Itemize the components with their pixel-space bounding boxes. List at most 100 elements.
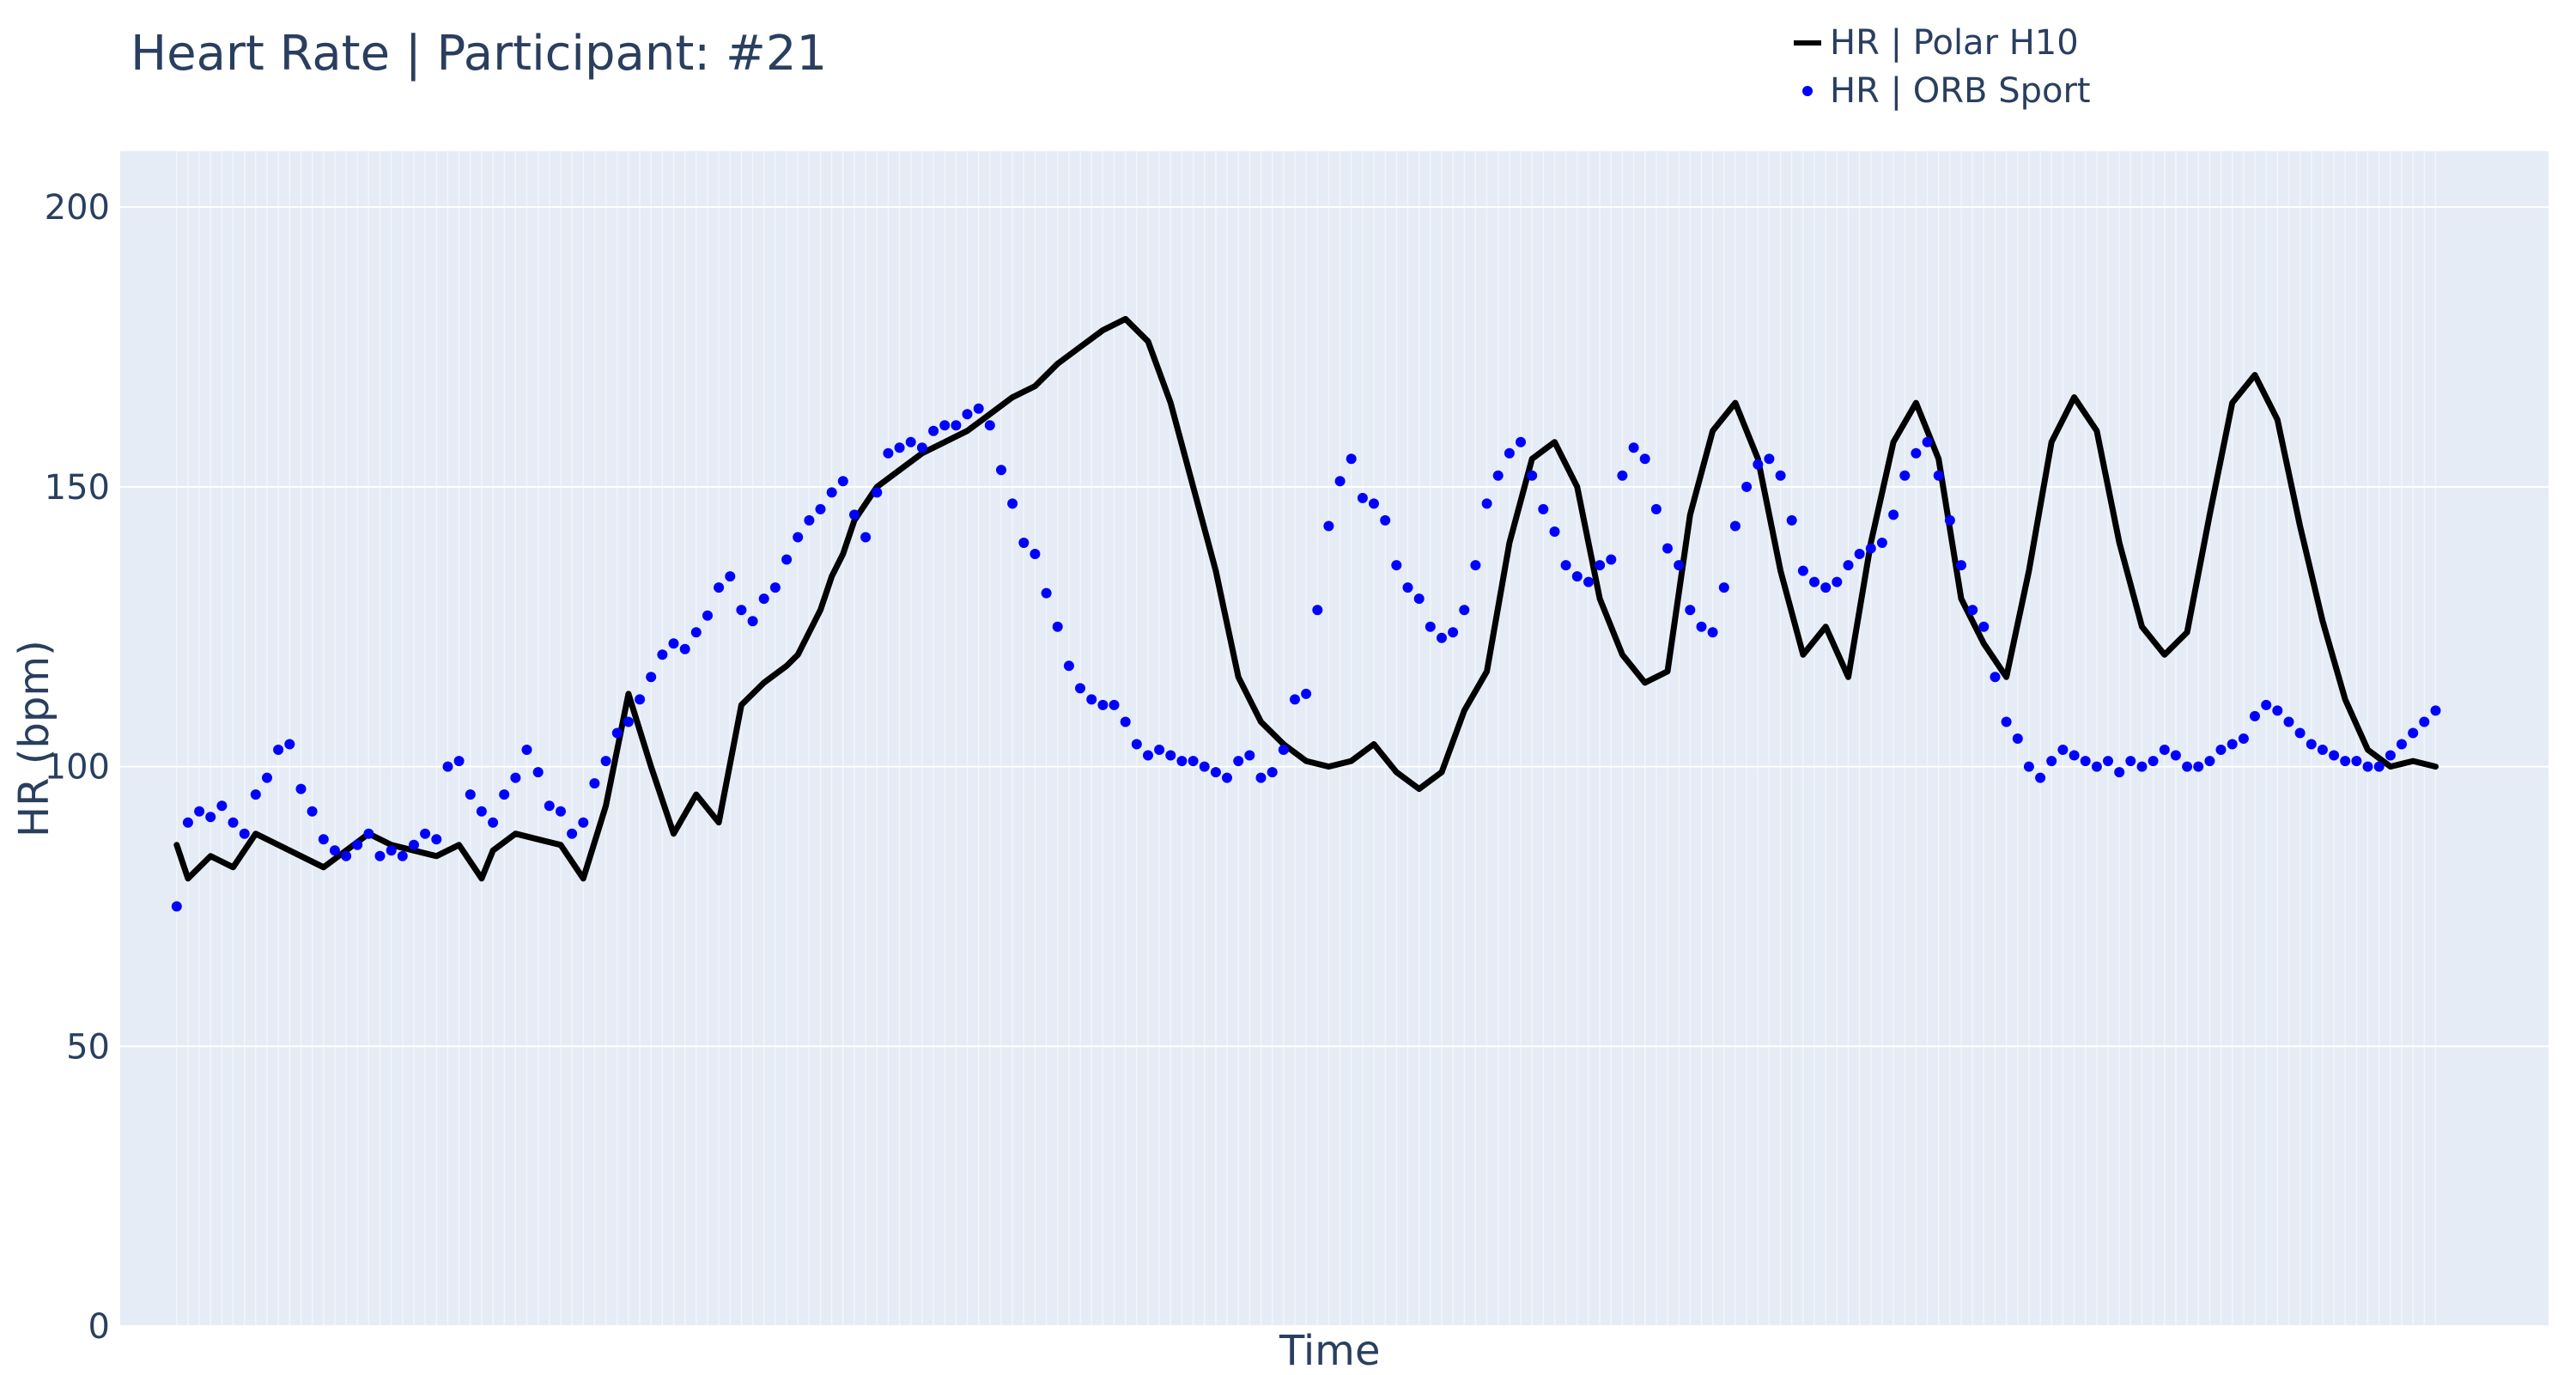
data-point-orb-sport [556, 806, 566, 817]
data-point-orb-sport [635, 694, 646, 705]
y-axis-ticks: 0 50 100 150 200 [45, 188, 110, 1347]
data-point-orb-sport [2272, 705, 2283, 716]
data-point-orb-sport [1097, 699, 1109, 710]
data-point-orb-sport [747, 616, 758, 627]
data-point-orb-sport [1832, 576, 1843, 587]
data-point-orb-sport [1052, 621, 1063, 632]
data-point-orb-sport [2046, 756, 2057, 767]
data-point-orb-sport [679, 643, 690, 654]
data-point-orb-sport [1143, 750, 1153, 761]
data-point-orb-sport [702, 610, 713, 621]
data-point-orb-sport [420, 828, 431, 839]
data-point-orb-sport [2182, 761, 2193, 772]
data-point-orb-sport [1312, 605, 1323, 616]
data-point-orb-sport [1199, 761, 1210, 772]
data-point-orb-sport [769, 582, 781, 593]
data-point-orb-sport [307, 806, 318, 817]
data-point-orb-sport [1154, 745, 1165, 755]
data-point-orb-sport [1571, 571, 1583, 582]
data-point-orb-sport [2103, 756, 2113, 767]
data-point-orb-sport [2397, 739, 2407, 750]
data-point-orb-sport [397, 850, 408, 861]
data-point-orb-sport [2204, 756, 2215, 767]
data-point-orb-sport [2385, 750, 2396, 761]
data-point-orb-sport [1437, 632, 1447, 643]
data-point-orb-sport [1628, 442, 1639, 453]
data-point-orb-sport [1538, 503, 1549, 514]
data-point-orb-sport [600, 756, 611, 767]
data-point-orb-sport [2069, 750, 2080, 761]
data-point-orb-sport [273, 745, 284, 755]
data-point-orb-sport [1922, 436, 1933, 447]
data-point-orb-sport [2227, 739, 2238, 750]
x-gridlines [176, 151, 2437, 1326]
data-point-orb-sport [284, 739, 295, 750]
data-point-orb-sport [1030, 549, 1041, 559]
data-point-orb-sport [1210, 767, 1221, 778]
data-point-orb-sport [544, 800, 555, 812]
data-point-orb-sport [1007, 498, 1018, 509]
data-point-orb-sport [2148, 756, 2159, 767]
data-point-orb-sport [589, 778, 600, 789]
data-point-orb-sport [1131, 739, 1142, 750]
data-point-orb-sport [883, 447, 894, 459]
data-point-orb-sport [2023, 761, 2034, 772]
data-point-orb-sport [1944, 514, 1955, 526]
data-point-orb-sport [2329, 750, 2340, 761]
data-point-orb-sport [1990, 672, 2001, 683]
data-point-orb-sport [962, 409, 973, 420]
data-point-orb-sport [1267, 767, 1278, 778]
data-point-orb-sport [578, 817, 589, 828]
data-point-orb-sport [996, 465, 1006, 476]
data-point-orb-sport [1369, 498, 1379, 509]
data-point-orb-sport [928, 425, 939, 436]
data-point-orb-sport [1504, 447, 1515, 459]
data-point-orb-sport [1650, 503, 1662, 514]
series-line-polar-h10 [173, 315, 2439, 882]
data-point-orb-sport [239, 828, 250, 839]
data-point-orb-sport [2215, 745, 2227, 755]
data-point-orb-sport [1899, 470, 1911, 481]
data-point-orb-sport [736, 605, 747, 616]
legend-item-polar[interactable]: HR | Polar H10 [1790, 19, 2091, 67]
data-point-orb-sport [1459, 605, 1470, 616]
data-point-orb-sport [1063, 660, 1074, 672]
data-point-orb-sport [1492, 470, 1504, 481]
chart-legend: HR | Polar H10 HR | ORB Sport [1790, 19, 2091, 115]
data-point-orb-sport [725, 571, 736, 582]
data-point-orb-sport [973, 403, 984, 414]
data-point-orb-sport [1729, 520, 1741, 532]
data-point-orb-sport [1685, 605, 1696, 616]
data-point-orb-sport [1233, 756, 1244, 767]
plot-background [120, 151, 2549, 1326]
data-point-orb-sport [442, 761, 453, 772]
data-point-orb-sport [1391, 560, 1402, 571]
data-point-orb-sport [2419, 716, 2430, 727]
data-point-orb-sport [2012, 733, 2023, 744]
data-point-orb-sport [1470, 560, 1481, 571]
data-point-orb-sport [2159, 745, 2170, 755]
data-point-orb-sport [1120, 716, 1131, 727]
data-point-orb-sport [329, 845, 340, 856]
data-point-orb-sport [905, 436, 916, 447]
data-point-orb-sport [2408, 727, 2419, 739]
data-point-orb-sport [194, 806, 205, 817]
data-point-orb-sport [1527, 470, 1538, 481]
data-point-orb-sport [1075, 683, 1085, 694]
data-point-orb-sport [1244, 750, 1255, 761]
data-point-orb-sport [476, 806, 487, 817]
data-point-orb-sport [1413, 593, 1425, 605]
data-point-orb-sport [1481, 498, 1492, 509]
data-point-orb-sport [1809, 576, 1820, 587]
data-point-orb-sport [2238, 733, 2249, 744]
legend-item-orb[interactable]: HR | ORB Sport [1790, 67, 2091, 115]
data-point-orb-sport [1775, 470, 1786, 481]
data-point-orb-sport [872, 487, 883, 498]
data-point-orb-sport [567, 828, 578, 839]
data-point-orb-sport [2373, 761, 2385, 772]
data-point-orb-sport [1764, 453, 1775, 465]
data-point-orb-sport [1674, 560, 1685, 571]
data-point-orb-sport [916, 442, 927, 453]
data-point-orb-sport [1357, 492, 1368, 503]
data-point-orb-sport [1876, 538, 1887, 548]
